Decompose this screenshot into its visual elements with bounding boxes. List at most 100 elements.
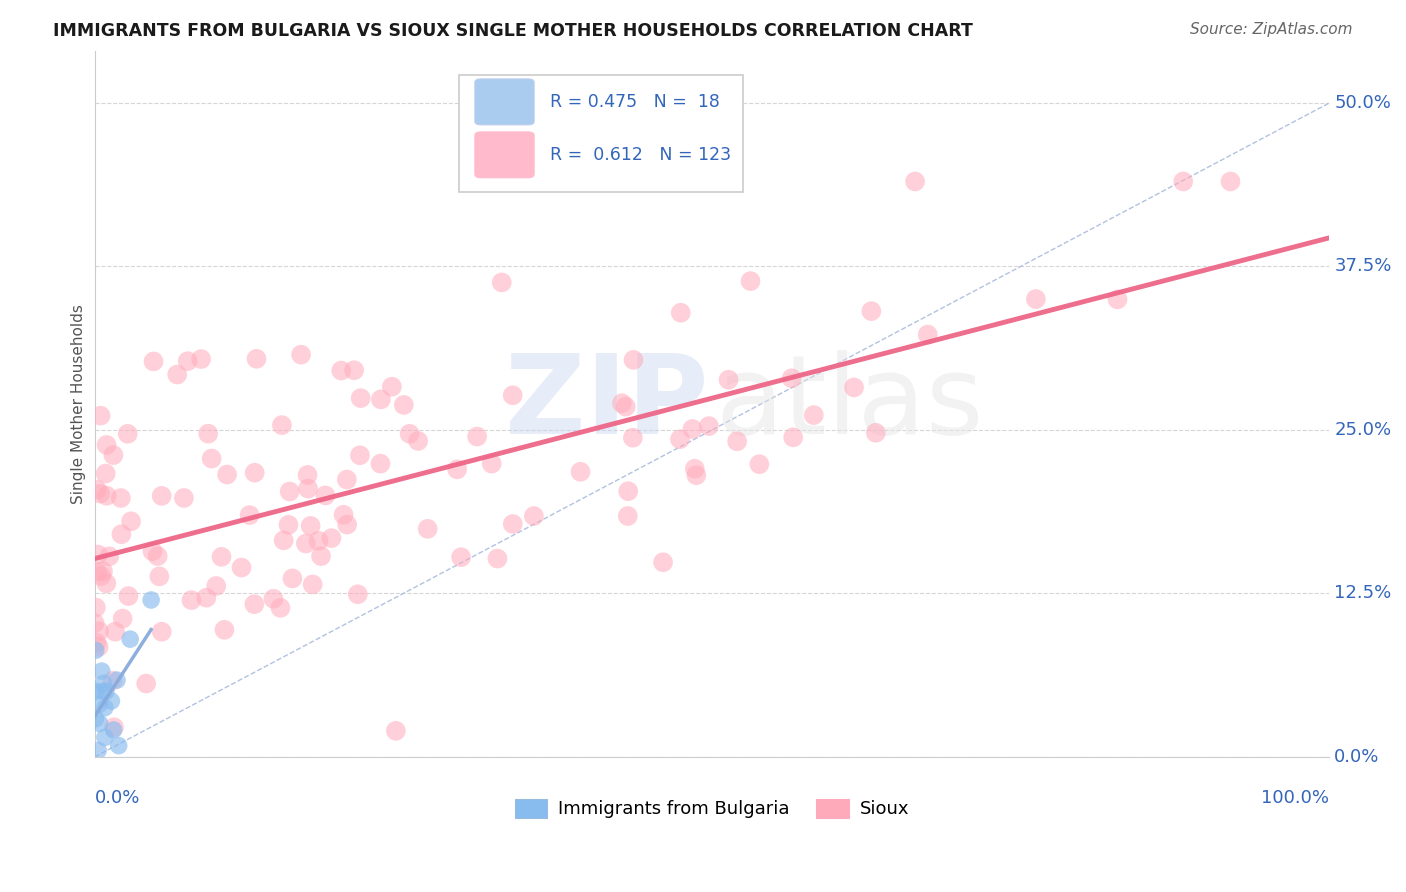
- Point: [623, 352, 645, 367]
- Point: [205, 579, 228, 593]
- Text: R =  0.612   N = 123: R = 0.612 N = 123: [550, 146, 731, 164]
- Point: [86, 483, 108, 497]
- Point: [84, 684, 107, 698]
- Point: [652, 555, 675, 569]
- Text: 0.0%: 0.0%: [1334, 748, 1379, 766]
- Text: atlas: atlas: [716, 351, 984, 458]
- Point: [120, 632, 142, 647]
- Point: [243, 597, 266, 611]
- Point: [336, 517, 359, 532]
- Point: [84, 643, 107, 657]
- Point: [90, 664, 112, 678]
- Text: R = 0.475   N =  18: R = 0.475 N = 18: [550, 93, 720, 111]
- Point: [90, 569, 112, 583]
- Point: [780, 371, 803, 385]
- Point: [91, 684, 114, 698]
- Point: [569, 465, 592, 479]
- Point: [697, 419, 720, 434]
- Point: [309, 549, 332, 563]
- Point: [842, 380, 865, 394]
- FancyBboxPatch shape: [475, 78, 534, 125]
- Point: [94, 684, 117, 698]
- Point: [103, 720, 125, 734]
- Text: 100.0%: 100.0%: [1261, 789, 1329, 806]
- Point: [269, 600, 291, 615]
- Point: [617, 484, 640, 499]
- Point: [860, 304, 883, 318]
- Point: [120, 514, 142, 528]
- Point: [349, 448, 371, 462]
- Point: [392, 398, 415, 412]
- Point: [748, 457, 770, 471]
- Point: [1107, 293, 1129, 307]
- Point: [94, 467, 117, 481]
- Point: [90, 409, 112, 423]
- Point: [491, 276, 513, 290]
- Point: [104, 624, 127, 639]
- Point: [201, 451, 224, 466]
- Point: [139, 593, 162, 607]
- Point: [100, 694, 122, 708]
- Text: 25.0%: 25.0%: [1334, 421, 1392, 439]
- Point: [117, 589, 139, 603]
- Point: [416, 522, 439, 536]
- Point: [481, 457, 503, 471]
- Point: [96, 489, 118, 503]
- Point: [717, 373, 740, 387]
- Point: [110, 491, 132, 505]
- Point: [195, 591, 218, 605]
- Point: [94, 731, 117, 745]
- Point: [314, 488, 336, 502]
- Point: [281, 571, 304, 585]
- Point: [381, 380, 404, 394]
- Text: 0.0%: 0.0%: [94, 789, 141, 806]
- Point: [83, 616, 105, 631]
- Point: [370, 392, 392, 407]
- Point: [89, 716, 111, 731]
- Point: [917, 327, 939, 342]
- Point: [502, 516, 524, 531]
- Point: [446, 462, 468, 476]
- Point: [87, 548, 110, 562]
- Point: [1219, 174, 1241, 188]
- Point: [343, 363, 366, 377]
- FancyBboxPatch shape: [458, 76, 742, 192]
- Point: [370, 457, 392, 471]
- Text: 50.0%: 50.0%: [1334, 94, 1391, 112]
- Point: [103, 723, 125, 737]
- Point: [180, 593, 202, 607]
- Point: [450, 550, 472, 565]
- Point: [297, 482, 319, 496]
- Point: [290, 348, 312, 362]
- Point: [277, 517, 299, 532]
- Point: [502, 388, 524, 402]
- Point: [217, 467, 239, 482]
- Text: ZIP: ZIP: [505, 351, 709, 458]
- Point: [346, 587, 368, 601]
- Point: [865, 425, 887, 440]
- Point: [273, 533, 295, 548]
- Point: [682, 422, 704, 436]
- Point: [385, 723, 408, 738]
- Point: [101, 673, 124, 688]
- Point: [94, 700, 117, 714]
- Point: [110, 527, 132, 541]
- Point: [406, 434, 429, 448]
- Point: [231, 560, 253, 574]
- Point: [262, 591, 284, 606]
- Text: Source: ZipAtlas.com: Source: ZipAtlas.com: [1189, 22, 1353, 37]
- Point: [84, 600, 107, 615]
- Text: 37.5%: 37.5%: [1334, 258, 1392, 276]
- Point: [107, 739, 129, 753]
- Point: [321, 531, 343, 545]
- Point: [98, 549, 121, 564]
- Point: [93, 676, 115, 690]
- Point: [308, 533, 330, 548]
- Point: [87, 640, 110, 654]
- Point: [96, 576, 118, 591]
- Point: [105, 673, 128, 687]
- Point: [683, 461, 706, 475]
- Point: [1173, 174, 1195, 188]
- Point: [190, 352, 212, 367]
- Point: [617, 508, 640, 523]
